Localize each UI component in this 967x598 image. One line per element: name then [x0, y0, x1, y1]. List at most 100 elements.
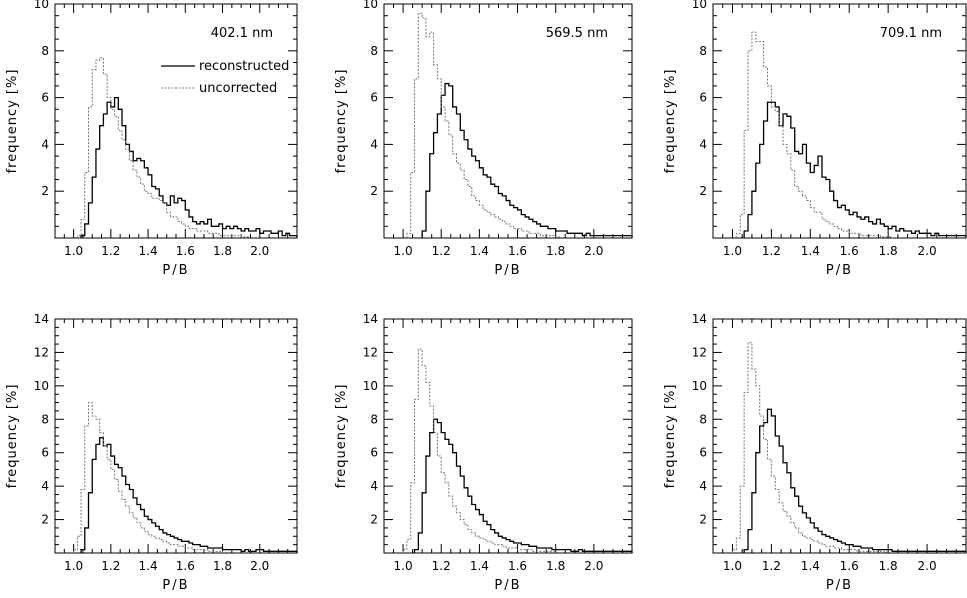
histogram-panel-3: 1.0 1.2 1.4 1.6 1.8 2.0 2 4 6 8 10 P/B frequency [%]…: [663, 0, 967, 278]
x-tick-label: 2.0: [584, 559, 603, 573]
x-tick-label: 1.4: [470, 559, 489, 573]
y-tick-label: 6: [41, 446, 49, 460]
x-axis-title: P/B: [494, 263, 521, 278]
x-tick-label: 1.0: [723, 559, 742, 573]
y-axis-title: frequency [%]: [334, 384, 349, 489]
x-tick-label: 1.8: [546, 559, 565, 573]
panel-wavelength-label: 569.5 nm: [546, 26, 608, 41]
y-tick-label: 6: [370, 446, 378, 460]
x-tick-label: 1.0: [64, 244, 83, 258]
x-tick-label: 2.0: [918, 559, 937, 573]
histogram-panel-4: 1.0 1.2 1.4 1.6 1.8 2.0 2 4 6 8 10 12 14 P/B frequency…: [5, 312, 298, 593]
y-tick-label: 4: [41, 137, 49, 151]
y-axis-title: frequency [%]: [663, 69, 678, 174]
y-tick-label: 4: [41, 479, 49, 493]
x-tick-label: 1.0: [394, 559, 413, 573]
x-axis-title: P/B: [162, 263, 189, 278]
x-tick-label: 1.2: [762, 559, 781, 573]
plot-frame: [712, 318, 967, 554]
x-axis-title: P/B: [494, 578, 521, 593]
y-tick-label: 14: [363, 312, 378, 326]
y-tick-label: 4: [699, 137, 707, 151]
y-tick-label: 8: [41, 44, 49, 58]
y-tick-label: 4: [370, 479, 378, 493]
y-tick-label: 12: [363, 345, 378, 359]
axis-ticks: [712, 318, 967, 554]
y-tick-label: 2: [370, 184, 378, 198]
axis-ticks: [54, 318, 298, 554]
y-tick-label: 10: [692, 0, 707, 11]
y-tick-label: 14: [34, 312, 49, 326]
y-axis-title: frequency [%]: [5, 69, 20, 174]
y-tick-label: 8: [699, 44, 707, 58]
series-line-uncorrected: [731, 341, 889, 553]
y-tick-label: 8: [370, 44, 378, 58]
histogram-panel-6: 1.0 1.2 1.4 1.6 1.8 2.0 2 4 6 8 10 12 14 P/B frequency…: [663, 312, 967, 593]
x-tick-label: 1.2: [101, 244, 120, 258]
y-tick-label: 10: [692, 379, 707, 393]
x-tick-label: 2.0: [250, 244, 269, 258]
x-tick-label: 1.4: [139, 559, 158, 573]
x-tick-label: 1.4: [139, 244, 158, 258]
y-tick-label: 12: [692, 345, 707, 359]
x-tick-label: 1.2: [101, 559, 120, 573]
x-tick-label: 1.4: [470, 244, 489, 258]
y-tick-label: 2: [699, 184, 707, 198]
x-tick-label: 1.6: [840, 559, 859, 573]
series-line-uncorrected: [402, 348, 557, 553]
x-tick-label: 1.8: [213, 559, 232, 573]
y-tick-label: 4: [370, 137, 378, 151]
plot-frame: [54, 318, 298, 554]
x-tick-label: 1.8: [879, 559, 898, 573]
x-tick-label: 1.6: [176, 559, 195, 573]
y-tick-label: 6: [41, 91, 49, 105]
series-line-reconstructed: [743, 408, 967, 553]
x-tick-label: 1.6: [840, 244, 859, 258]
y-tick-label: 6: [370, 91, 378, 105]
y-tick-label: 8: [370, 412, 378, 426]
y-tick-label: 14: [692, 312, 707, 326]
histogram-panel-2: 1.0 1.2 1.4 1.6 1.8 2.0 2 4 6 8 10 P/B frequency [%]…: [334, 0, 633, 278]
y-tick-label: 10: [34, 0, 49, 11]
y-axis-title: frequency [%]: [5, 384, 20, 489]
x-tick-label: 1.6: [508, 244, 527, 258]
histogram-panel-1: 1.0 1.2 1.4 1.6 1.8 2.0 2 4 6 8 10 P/B frequency [%]…: [5, 0, 298, 278]
series-line-uncorrected: [76, 57, 250, 238]
x-tick-label: 1.0: [394, 244, 413, 258]
y-tick-label: 2: [41, 184, 49, 198]
series-line-reconstructed: [743, 101, 967, 238]
series-line-reconstructed: [421, 82, 633, 238]
y-tick-label: 10: [363, 379, 378, 393]
y-axis-title: frequency [%]: [663, 384, 678, 489]
axis-ticks: [383, 318, 633, 554]
x-tick-label: 1.4: [801, 559, 820, 573]
y-tick-label: 10: [34, 379, 49, 393]
y-tick-label: 2: [41, 513, 49, 527]
x-tick-label: 2.0: [584, 244, 603, 258]
y-tick-label: 10: [363, 0, 378, 11]
series-line-uncorrected: [73, 402, 224, 553]
legend: reconstructed uncorrected: [161, 59, 289, 96]
legend-entry-label: reconstructed: [199, 59, 289, 74]
series-line-uncorrected: [735, 31, 893, 238]
plot-frame: [383, 318, 633, 554]
x-tick-label: 1.8: [546, 244, 565, 258]
x-axis-title: P/B: [162, 578, 189, 593]
series-line-reconstructed: [80, 96, 298, 238]
y-tick-label: 6: [699, 91, 707, 105]
y-tick-label: 12: [34, 345, 49, 359]
axis-ticks: [54, 3, 298, 239]
x-tick-label: 2.0: [250, 559, 269, 573]
y-axis-title: frequency [%]: [334, 69, 349, 174]
y-tick-label: 4: [699, 479, 707, 493]
x-tick-label: 1.0: [723, 244, 742, 258]
x-axis-title: P/B: [826, 263, 853, 278]
y-tick-label: 6: [699, 446, 707, 460]
y-tick-label: 2: [370, 513, 378, 527]
x-tick-label: 1.2: [762, 244, 781, 258]
legend-entry-label: uncorrected: [199, 81, 277, 96]
y-tick-label: 2: [699, 513, 707, 527]
panel-wavelength-label: 709.1 nm: [880, 26, 942, 41]
x-tick-label: 1.8: [213, 244, 232, 258]
